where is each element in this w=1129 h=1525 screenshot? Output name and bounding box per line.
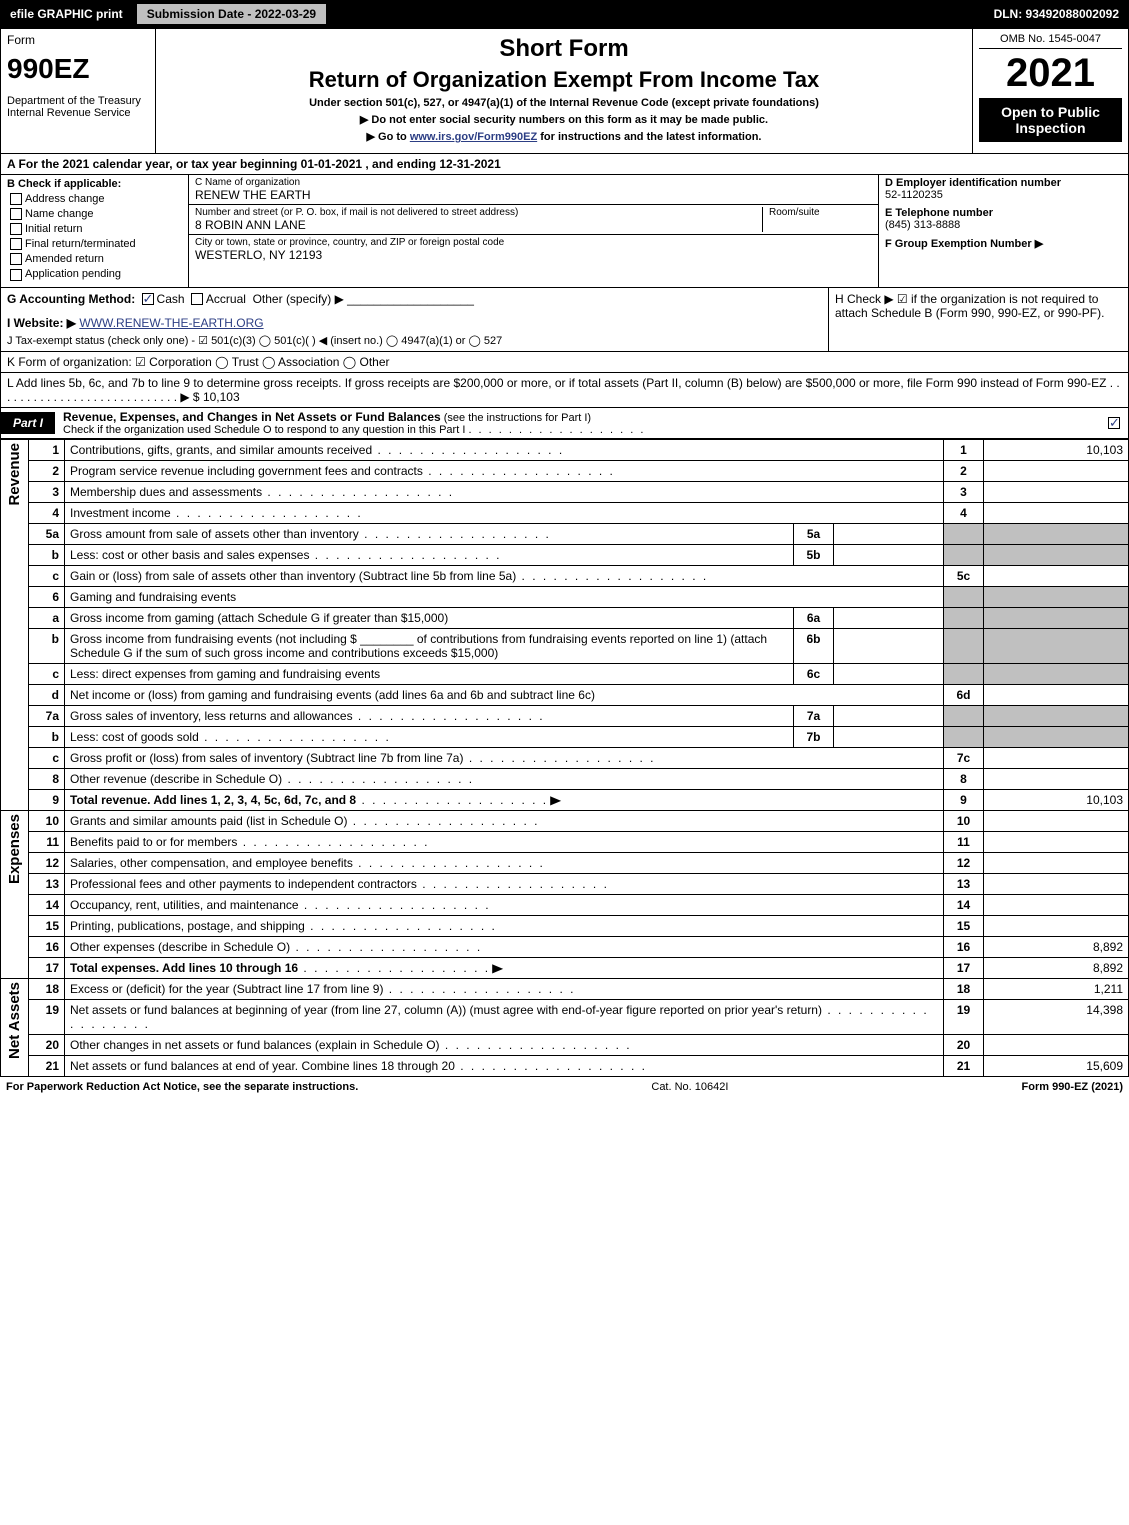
org-city: WESTERLO, NY 12193 bbox=[195, 248, 872, 262]
section-c: C Name of organization RENEW THE EARTH N… bbox=[189, 175, 878, 287]
header-right: OMB No. 1545-0047 2021 Open to Public In… bbox=[973, 29, 1128, 153]
amt-line-21: 15,609 bbox=[984, 1055, 1129, 1076]
amt-line-18: 1,211 bbox=[984, 978, 1129, 999]
chk-name-change[interactable]: Name change bbox=[7, 208, 182, 220]
tax-year: 2021 bbox=[979, 51, 1122, 96]
footer-right: Form 990-EZ (2021) bbox=[1022, 1081, 1123, 1093]
chk-amended-return[interactable]: Amended return bbox=[7, 253, 182, 265]
part-1-header: Part I Revenue, Expenses, and Changes in… bbox=[0, 408, 1129, 439]
section-b: B Check if applicable: Address change Na… bbox=[1, 175, 189, 287]
footer-catno: Cat. No. 10642I bbox=[358, 1081, 1021, 1093]
website-link[interactable]: WWW.RENEW-THE-EARTH.ORG bbox=[79, 316, 263, 330]
header-sub3: ▶ Go to www.irs.gov/Form990EZ for instru… bbox=[166, 130, 962, 143]
open-to-public: Open to Public Inspection bbox=[979, 98, 1122, 142]
header-sub1: Under section 501(c), 527, or 4947(a)(1)… bbox=[166, 97, 962, 109]
vlabel-revenue: Revenue bbox=[1, 439, 29, 810]
line-l-amount: 10,103 bbox=[203, 390, 240, 404]
org-street-block: Number and street (or P. O. box, if mail… bbox=[189, 205, 878, 235]
amt-total-revenue: 10,103 bbox=[984, 789, 1129, 810]
header-center: Short Form Return of Organization Exempt… bbox=[156, 29, 973, 153]
telephone-value: (845) 313-8888 bbox=[885, 219, 1122, 231]
top-bar: efile GRAPHIC print Submission Date - 20… bbox=[0, 0, 1129, 28]
irs-label: Internal Revenue Service bbox=[7, 107, 149, 119]
group-exemption-label: F Group Exemption Number ▶ bbox=[885, 237, 1122, 250]
omb-number: OMB No. 1545-0047 bbox=[979, 33, 1122, 49]
irs-link[interactable]: www.irs.gov/Form990EZ bbox=[410, 131, 537, 143]
chk-initial-return[interactable]: Initial return bbox=[7, 223, 182, 235]
identity-row: B Check if applicable: Address change Na… bbox=[0, 175, 1129, 288]
org-city-block: City or town, state or province, country… bbox=[189, 235, 878, 264]
vlabel-netassets: Net Assets bbox=[1, 978, 29, 1076]
header-sub2: ▶ Do not enter social security numbers o… bbox=[166, 113, 962, 126]
chk-address-change[interactable]: Address change bbox=[7, 193, 182, 205]
dln-label: DLN: 93492088002092 bbox=[994, 7, 1125, 21]
amt-line-19: 14,398 bbox=[984, 999, 1129, 1034]
org-name-block: C Name of organization RENEW THE EARTH bbox=[189, 175, 878, 205]
section-def: D Employer identification number 52-1120… bbox=[878, 175, 1128, 287]
gh-row: G Accounting Method: Cash Accrual Other … bbox=[0, 288, 1129, 352]
line-h: H Check ▶ ☑ if the organization is not r… bbox=[828, 288, 1128, 351]
line-a: A For the 2021 calendar year, or tax yea… bbox=[0, 154, 1129, 175]
form-title: Return of Organization Exempt From Incom… bbox=[166, 67, 962, 93]
part-tag: Part I bbox=[1, 412, 55, 434]
dept-label: Department of the Treasury bbox=[7, 95, 149, 107]
efile-label[interactable]: efile GRAPHIC print bbox=[4, 5, 129, 23]
room-suite-label: Room/suite bbox=[762, 207, 872, 232]
form-number: 990EZ bbox=[7, 53, 149, 85]
line-i-label: I Website: ▶ bbox=[7, 316, 76, 330]
vlabel-expenses: Expenses bbox=[1, 810, 29, 978]
form-word: Form bbox=[7, 33, 149, 47]
footer-left: For Paperwork Reduction Act Notice, see … bbox=[6, 1081, 358, 1093]
header-left: Form 990EZ Department of the Treasury In… bbox=[1, 29, 156, 153]
form-header: Form 990EZ Department of the Treasury In… bbox=[0, 28, 1129, 154]
part1-table: Revenue 1 Contributions, gifts, grants, … bbox=[0, 439, 1129, 1077]
line-k: K Form of organization: ☑ Corporation ◯ … bbox=[0, 352, 1129, 373]
page-footer: For Paperwork Reduction Act Notice, see … bbox=[0, 1077, 1129, 1097]
amt-total-expenses: 8,892 bbox=[984, 957, 1129, 978]
org-street: 8 ROBIN ANN LANE bbox=[195, 218, 762, 232]
line-j: J Tax-exempt status (check only one) - ☑… bbox=[7, 334, 822, 347]
line-g: G Accounting Method: Cash Accrual Other … bbox=[1, 288, 828, 351]
line-l: L Add lines 5b, 6c, and 7b to line 9 to … bbox=[0, 373, 1129, 408]
telephone-label: E Telephone number bbox=[885, 207, 1122, 219]
chk-accrual[interactable] bbox=[191, 293, 203, 305]
chk-schedule-o[interactable] bbox=[1108, 417, 1120, 429]
submission-date-button[interactable]: Submission Date - 2022-03-29 bbox=[135, 2, 328, 26]
ein-value: 52-1120235 bbox=[885, 189, 1122, 201]
org-name: RENEW THE EARTH bbox=[195, 188, 872, 202]
amt-line-16: 8,892 bbox=[984, 936, 1129, 957]
chk-cash[interactable] bbox=[142, 293, 154, 305]
short-form-title: Short Form bbox=[166, 35, 962, 63]
ein-label: D Employer identification number bbox=[885, 177, 1122, 189]
section-b-header: B Check if applicable: bbox=[7, 178, 182, 190]
chk-application-pending[interactable]: Application pending bbox=[7, 268, 182, 280]
amt-line-1: 10,103 bbox=[984, 439, 1129, 460]
chk-final-return[interactable]: Final return/terminated bbox=[7, 238, 182, 250]
